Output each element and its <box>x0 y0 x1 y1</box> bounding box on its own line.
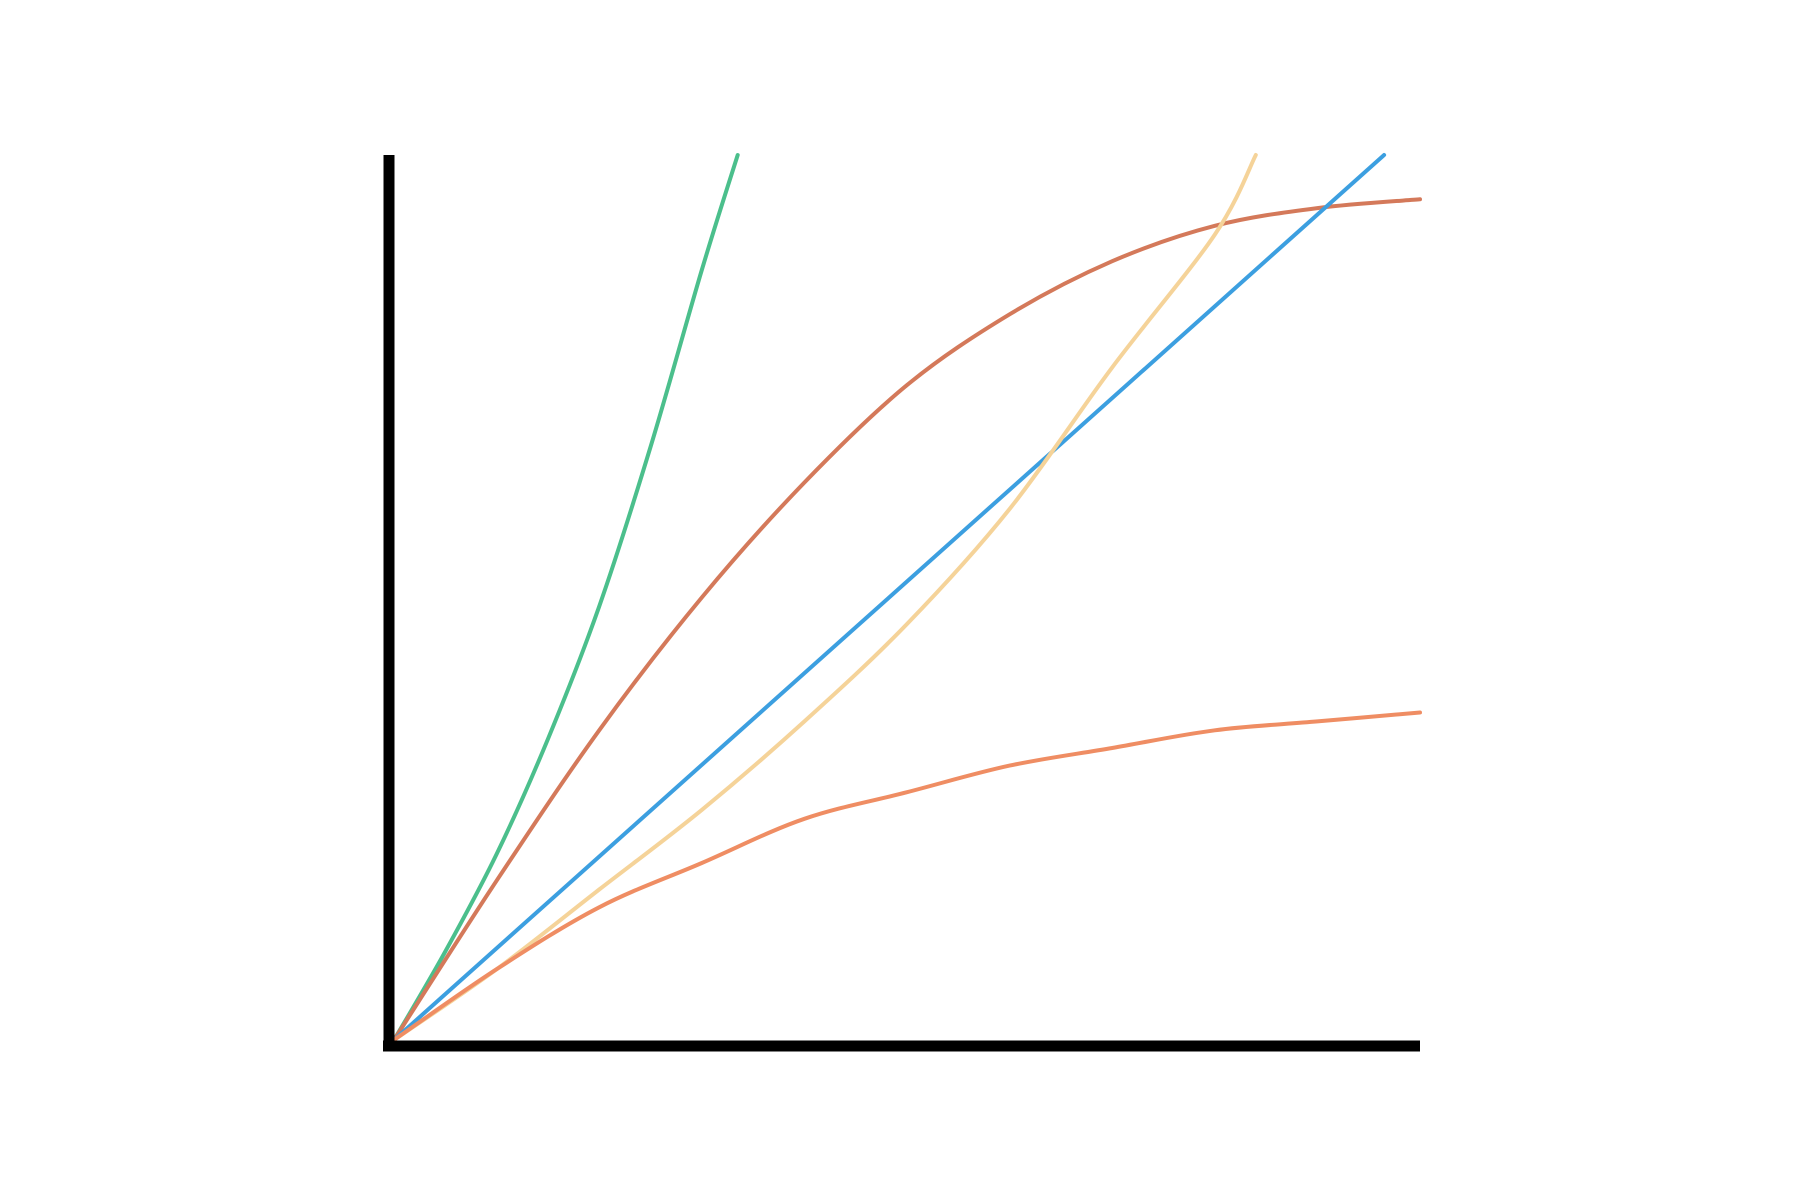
series-line-3 <box>392 153 1387 1042</box>
series-line-2 <box>392 197 1422 1042</box>
series-line-5 <box>392 710 1422 1042</box>
series-line-1 <box>392 153 740 1042</box>
series-line-4 <box>392 153 1258 1042</box>
series-layer <box>392 153 1422 1042</box>
